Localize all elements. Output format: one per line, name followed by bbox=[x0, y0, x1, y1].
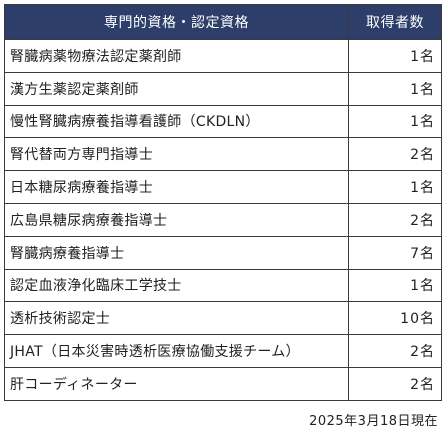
table-row: 腎臓病薬物療法認定薬剤師 1名 bbox=[4, 39, 442, 73]
holder-count: 1名 bbox=[348, 39, 442, 73]
qualification-name: 認定血液浄化臨床工学技士 bbox=[4, 268, 349, 303]
qualification-name: 透析技術認定士 bbox=[4, 301, 349, 336]
count-column-header: 取得者数 bbox=[348, 4, 442, 40]
qualification-column-header: 専門的資格・認定資格 bbox=[4, 4, 349, 40]
holder-count: 1名 bbox=[348, 71, 442, 106]
table-row: 認定血液浄化臨床工学技士 1名 bbox=[4, 268, 442, 303]
qualification-name: 腎臓病薬物療法認定薬剤師 bbox=[4, 39, 349, 73]
qualification-name: 腎代替両方専門指導士 bbox=[4, 137, 349, 172]
table-row: 日本糖尿病療養指導士 1名 bbox=[4, 170, 442, 204]
table-header-row: 専門的資格・認定資格 取得者数 bbox=[4, 4, 442, 40]
qualification-name: 漢方生薬認定薬剤師 bbox=[4, 71, 349, 106]
table-row: 慢性腎臓病療養指導看護師（CKDLN） 1名 bbox=[4, 104, 442, 139]
holder-count: 2名 bbox=[348, 137, 442, 172]
table-row: 腎臓病療養指導士 7名 bbox=[4, 235, 442, 270]
qualification-name: 腎臓病療養指導士 bbox=[4, 235, 349, 270]
holder-count: 1名 bbox=[348, 104, 442, 139]
qualification-name: 広島県糖尿病療養指導士 bbox=[4, 202, 349, 237]
holder-count: 1名 bbox=[348, 170, 442, 204]
holder-count: 7名 bbox=[348, 235, 442, 270]
table-row: 肝コーディネーター 2名 bbox=[4, 366, 442, 401]
table-row: 腎代替両方専門指導士 2名 bbox=[4, 137, 442, 172]
qualifications-table: 専門的資格・認定資格 取得者数 腎臓病薬物療法認定薬剤師 1名 漢方生薬認定薬剤… bbox=[4, 4, 442, 401]
holder-count: 10名 bbox=[348, 301, 442, 336]
qualification-name: 日本糖尿病療養指導士 bbox=[4, 170, 349, 204]
holder-count: 2名 bbox=[348, 334, 442, 368]
qualification-name: 慢性腎臓病療養指導看護師（CKDLN） bbox=[4, 104, 349, 139]
table-row: 透析技術認定士 10名 bbox=[4, 301, 442, 336]
holder-count: 2名 bbox=[348, 366, 442, 401]
holder-count: 2名 bbox=[348, 202, 442, 237]
table-row: JHAT（日本災害時透析医療協働支援チーム） 2名 bbox=[4, 334, 442, 368]
table-row: 漢方生薬認定薬剤師 1名 bbox=[4, 71, 442, 106]
qualification-name: 肝コーディネーター bbox=[4, 366, 349, 401]
table-row: 広島県糖尿病療養指導士 2名 bbox=[4, 202, 442, 237]
as-of-date: 2025年3月18日現在 bbox=[309, 414, 438, 429]
holder-count: 1名 bbox=[348, 268, 442, 303]
qualification-name: JHAT（日本災害時透析医療協働支援チーム） bbox=[4, 334, 349, 368]
